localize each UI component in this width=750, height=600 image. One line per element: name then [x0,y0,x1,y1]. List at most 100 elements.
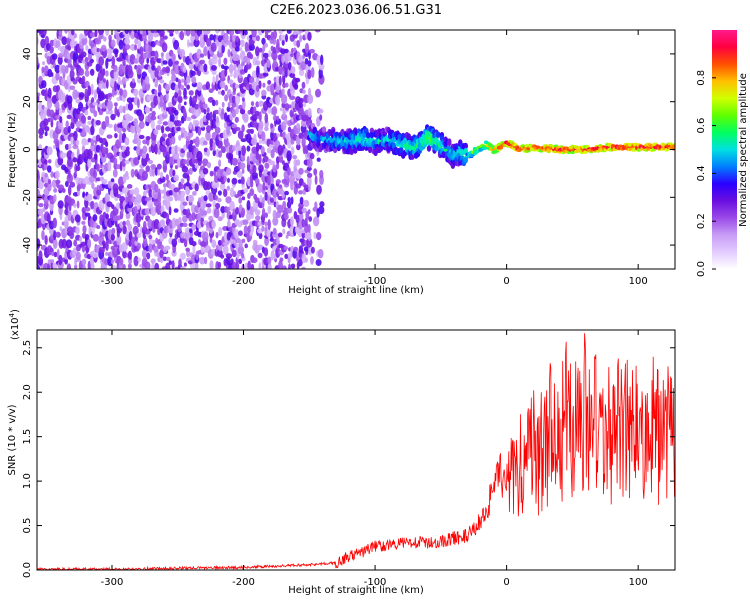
heatmap-cell [137,242,141,250]
heatmap-cell [231,101,237,108]
heatmap-cell [272,30,278,40]
heatmap-cell [40,108,46,114]
heatmap-cell [112,48,119,55]
heatmap-cell [177,95,183,104]
heatmap-cell [127,64,133,76]
heatmap-cell [189,228,193,234]
heatmap-cell [235,207,240,215]
heatmap-cell [127,223,133,232]
heatmap-cell [150,119,155,130]
heatmap-cell [99,231,103,239]
heatmap-cell [137,98,140,109]
heatmap-cell [75,139,80,146]
heatmap-cell [241,168,245,174]
heatmap-cell [244,30,248,36]
heatmap-cell [138,120,145,129]
heatmap-cell [281,160,285,165]
heatmap-cell [111,227,116,235]
heatmap-cell [267,174,271,186]
heatmap-cell [186,208,191,218]
heatmap-cell [436,131,441,138]
heatmap-cell [241,124,245,133]
heatmap-cell [90,200,95,210]
heatmap-cell [53,230,57,241]
heatmap-cell [299,34,303,43]
heatmap-cell [289,95,296,101]
heatmap-cell [96,189,102,196]
heatmap-cell [307,224,311,233]
heatmap-cell [116,194,122,198]
heatmap-cell [241,196,246,201]
heatmap-cell [259,194,263,203]
heatmap-cell [296,143,301,151]
heatmap-cell [188,90,194,96]
heatmap-cell [239,162,246,170]
heatmap-cell [194,120,200,127]
x-tick-label: -100 [364,276,387,287]
heatmap-cell [37,208,44,217]
heatmap-cell [314,201,318,209]
heatmap-cell [87,48,92,55]
heatmap-cell [96,225,101,229]
heatmap-cell [288,263,291,269]
heatmap-cell [80,34,87,39]
heatmap-cell [286,30,292,34]
heatmap-cell [91,182,95,190]
heatmap-cell [307,87,312,98]
heatmap-cell [225,206,231,211]
heatmap-cell [528,143,533,148]
heatmap-cell [185,75,191,84]
heatmap-cell [189,139,194,145]
heatmap-cell [68,143,72,150]
snr-panel: -300 -200 -100 0 100 0.0 0.5 1.0 1.5 2.0 2.5 Heig… [7,309,676,596]
heatmap-cell [276,238,280,247]
heatmap-cell [301,266,306,269]
heatmap-cell [182,215,188,223]
heatmap-cell [84,56,89,63]
heatmap-cell [306,172,313,178]
heatmap-cell [41,104,45,110]
y-tick-label: 2.5 [22,340,33,356]
heatmap-cell [80,51,87,58]
heatmap-cell [215,231,219,239]
heatmap-cell [68,168,71,179]
heatmap-cell [313,231,317,240]
heatmap-cell [251,114,258,122]
heatmap-cell [271,50,278,61]
heatmap-cell [192,190,197,196]
heatmap-cell [284,118,288,125]
heatmap-cell [262,155,269,163]
heatmap-cell [137,40,141,50]
heatmap-cell [190,70,196,77]
heatmap-cell [292,47,297,53]
heatmap-cell [272,209,277,220]
heatmap-cell [292,249,298,259]
heatmap-cell [235,104,239,115]
heatmap-cell [316,232,322,241]
heatmap-cell [261,207,266,218]
heatmap-cell [576,149,581,153]
heatmap-cell [65,239,73,249]
heatmap-cell [206,207,212,214]
heatmap-cell [286,150,292,162]
heatmap-cell [66,263,72,269]
heatmap-cell [111,259,114,265]
heatmap-cell [205,130,211,141]
heatmap-cell [176,126,182,132]
heatmap-cell [124,137,130,146]
heatmap-cell [50,72,54,77]
heatmap-cell [447,139,452,146]
heatmap-cell [105,141,109,148]
heatmap-cell [157,200,162,211]
heatmap-cell [82,225,87,234]
heatmap-cell [261,131,266,142]
heatmap-cell [258,120,264,130]
heatmap-cell [102,240,106,246]
x-tick-label: -300 [101,577,124,588]
heatmap-cell [154,143,158,155]
heatmap-cell [41,89,47,96]
heatmap-cell [229,34,233,43]
heatmap-cell [108,34,112,41]
heatmap-cell [171,260,175,269]
heatmap-cell [44,235,48,245]
